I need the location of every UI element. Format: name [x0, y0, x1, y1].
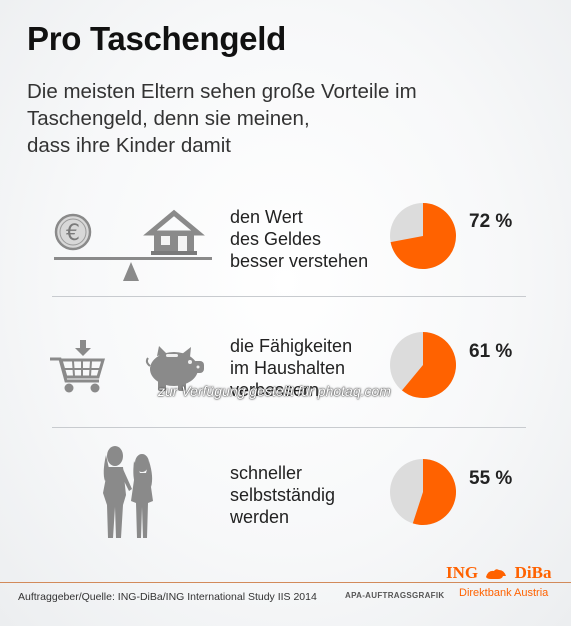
subtitle-line-1: Die meisten Eltern sehen große Vorteile …	[27, 80, 417, 103]
row-divider-2	[52, 427, 526, 428]
lion-icon	[486, 569, 507, 580]
pie-chart-2	[390, 332, 457, 398]
apa-credit: APA-AUFTRAGSGRAFIK	[345, 591, 445, 600]
row-1-label: den Wert des Geldes besser verstehen	[230, 206, 400, 272]
row-3-label-line-2: selbstständig	[230, 485, 336, 505]
row-1-label-line-3: besser verstehen	[230, 251, 369, 271]
ing-diba-logo: ING DiBa	[446, 563, 551, 583]
row-2-label-line-2: im Haushalten	[230, 358, 346, 378]
svg-text:€: €	[66, 221, 80, 246]
page-title: Pro Taschengeld	[27, 20, 286, 57]
pie-chart-1	[390, 203, 456, 269]
house-icon	[143, 209, 205, 255]
subtitle-line-3: dass ihre Kinder damit	[27, 134, 231, 157]
watermark: zur Verfügung gestellt für photaq.com	[158, 383, 391, 399]
scale-icon: €	[54, 209, 212, 281]
row-2-label-line-3: verbessern	[230, 380, 320, 400]
euro-coin-icon: €	[54, 213, 92, 251]
row-3-label-line-3: werden	[230, 507, 290, 527]
piggy-bank-icon	[145, 346, 204, 391]
pie-slice-value	[401, 332, 457, 398]
pie-slice-value	[390, 203, 456, 269]
row-3-label-line-1: schneller	[230, 463, 303, 483]
row-3-label: schneller selbstständig werden	[230, 462, 400, 528]
pie-slice-value	[412, 459, 457, 525]
brand-ing: ING	[446, 563, 479, 582]
row-divider-1	[52, 296, 526, 297]
row-2-percent: 61 %	[469, 341, 513, 362]
pie-chart-3	[390, 459, 457, 525]
brand-diba: DiBa	[514, 563, 552, 582]
subtitle-line-2: Taschengeld, denn sie meinen,	[27, 107, 310, 130]
subtitle: Die meisten Eltern sehen große Vorteile …	[27, 78, 477, 159]
source-note: Auftraggeber/Quelle: ING-DiBa/ING Intern…	[18, 591, 317, 603]
footer-divider	[0, 582, 571, 583]
mother-daughter-icon	[103, 446, 153, 538]
row-3-percent: 55 %	[469, 468, 513, 489]
shopping-cart-icon	[50, 340, 106, 393]
brand-subtitle: Direktbank Austria	[459, 587, 549, 599]
row-1-label-line-2: des Geldes	[230, 229, 322, 249]
row-1-label-line-1: den Wert	[230, 207, 303, 227]
row-2-label-line-1: die Fähigkeiten	[230, 336, 353, 356]
row-2-label: die Fähigkeiten im Haushalten verbessern	[230, 335, 400, 401]
row-1-percent: 72 %	[469, 211, 513, 232]
